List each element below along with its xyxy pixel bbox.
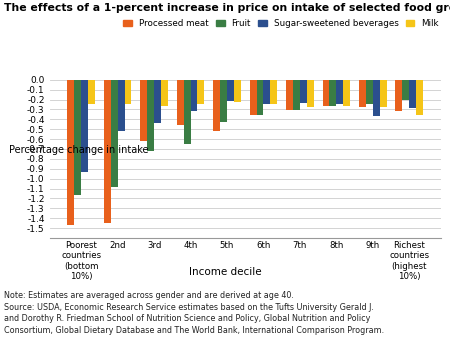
Bar	[286, 80, 293, 110]
Text: Income decile: Income decile	[189, 267, 261, 277]
Bar	[380, 80, 387, 107]
Bar	[300, 80, 307, 103]
Bar	[213, 80, 220, 131]
Bar	[68, 80, 74, 225]
Bar	[264, 80, 270, 104]
Bar	[220, 80, 227, 122]
Text: Note: Estimates are averaged across gender and are derived at age 40.
Source: US: Note: Estimates are averaged across gend…	[4, 291, 385, 335]
Bar	[402, 80, 410, 100]
Text: Percentage change in intake: Percentage change in intake	[9, 144, 148, 155]
Bar	[359, 80, 366, 107]
Bar	[81, 80, 88, 172]
Bar	[104, 80, 111, 223]
Bar	[147, 80, 154, 151]
Bar	[125, 80, 131, 104]
Bar	[337, 80, 343, 104]
Bar	[329, 80, 337, 106]
Bar	[177, 80, 184, 125]
Bar	[198, 80, 204, 104]
Bar	[416, 80, 423, 115]
Bar	[256, 80, 264, 115]
Bar	[88, 80, 95, 104]
Bar	[74, 80, 81, 196]
Bar	[250, 80, 256, 115]
Bar	[410, 80, 416, 108]
Bar	[373, 80, 380, 116]
Bar	[270, 80, 277, 104]
Bar	[111, 80, 117, 187]
Text: The effects of a 1-percent increase in price on intake of selected food groups: The effects of a 1-percent increase in p…	[4, 3, 450, 13]
Bar	[366, 80, 373, 104]
Bar	[343, 80, 350, 106]
Bar	[396, 80, 402, 112]
Bar	[234, 80, 241, 102]
Bar	[227, 80, 234, 101]
Bar	[323, 80, 329, 106]
Legend: Processed meat, Fruit, Sugar-sweetened beverages, Milk: Processed meat, Fruit, Sugar-sweetened b…	[122, 17, 441, 30]
Bar	[161, 80, 168, 106]
Bar	[154, 80, 161, 123]
Bar	[307, 80, 314, 107]
Bar	[117, 80, 125, 131]
Bar	[190, 80, 198, 112]
Bar	[140, 80, 147, 141]
Bar	[293, 80, 300, 110]
Bar	[184, 80, 190, 144]
